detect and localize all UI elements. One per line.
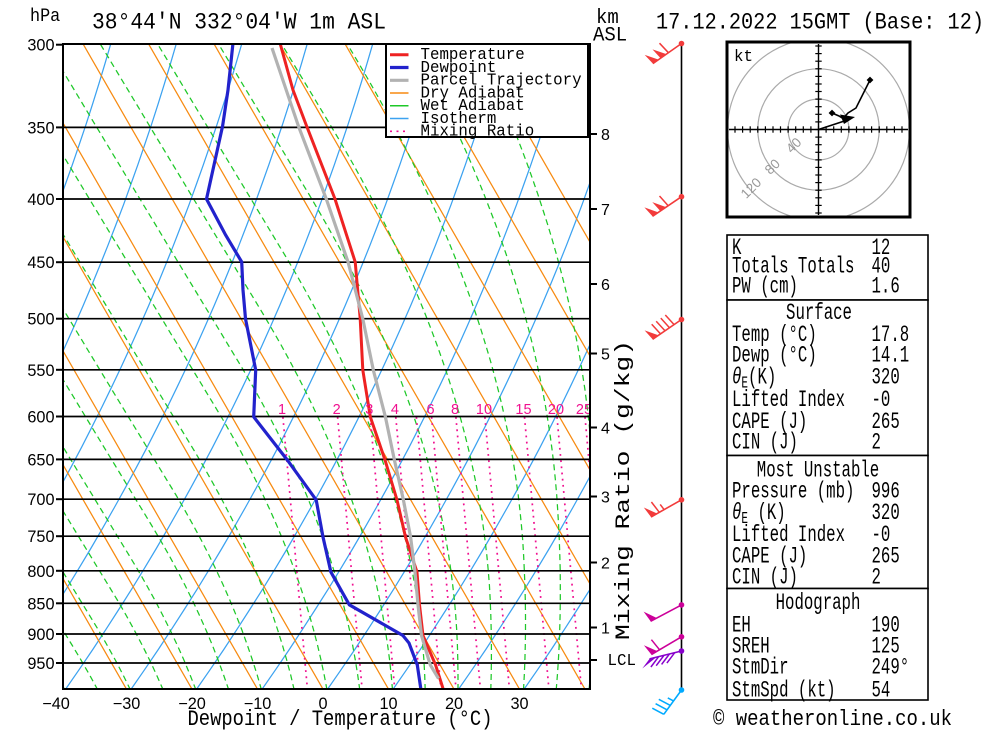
svg-text:Wet Adiabat: Wet Adiabat bbox=[421, 97, 525, 115]
svg-text:1.6: 1.6 bbox=[872, 274, 900, 301]
svg-text:Surface: Surface bbox=[786, 300, 852, 327]
svg-text:Totals Totals: Totals Totals bbox=[732, 254, 854, 281]
svg-text:800: 800 bbox=[27, 563, 54, 581]
svg-text:Mixing Ratio (g/kg): Mixing Ratio (g/kg) bbox=[613, 340, 636, 640]
svg-text:249°: 249° bbox=[872, 655, 910, 682]
svg-text:hPa: hPa bbox=[30, 6, 60, 27]
svg-text:38°44'N 332°04'W 1m ASL: 38°44'N 332°04'W 1m ASL bbox=[92, 10, 386, 37]
svg-text:320: 320 bbox=[872, 365, 900, 392]
svg-text:8: 8 bbox=[601, 127, 610, 144]
svg-text:2: 2 bbox=[333, 402, 341, 418]
svg-text:500: 500 bbox=[27, 311, 54, 329]
svg-text:320: 320 bbox=[872, 500, 900, 527]
svg-text:-0: -0 bbox=[872, 387, 891, 414]
svg-text:265: 265 bbox=[872, 544, 900, 571]
svg-text:θE(K): θE(K) bbox=[732, 365, 776, 393]
svg-text:30: 30 bbox=[510, 695, 528, 713]
svg-text:Hodograph: Hodograph bbox=[776, 590, 861, 617]
svg-text:© weatheronline.co.uk: © weatheronline.co.uk bbox=[713, 708, 952, 733]
svg-text:3: 3 bbox=[365, 402, 373, 418]
svg-text:Lifted Index: Lifted Index bbox=[732, 387, 845, 414]
svg-text:6: 6 bbox=[427, 402, 435, 418]
svg-text:17.8: 17.8 bbox=[872, 322, 910, 349]
svg-text:650: 650 bbox=[27, 451, 54, 469]
svg-text:25: 25 bbox=[576, 402, 592, 418]
svg-text:−10: −10 bbox=[244, 695, 272, 713]
svg-text:750: 750 bbox=[27, 528, 54, 546]
svg-text:StmDir: StmDir bbox=[732, 655, 788, 682]
svg-text:265: 265 bbox=[872, 409, 900, 436]
svg-text:LCL: LCL bbox=[608, 652, 636, 670]
svg-text:550: 550 bbox=[27, 362, 54, 380]
svg-text:ASL: ASL bbox=[593, 24, 627, 47]
svg-text:kt: kt bbox=[734, 48, 753, 66]
svg-text:Dewpoint / Temperature (°C): Dewpoint / Temperature (°C) bbox=[187, 708, 492, 733]
svg-text:Dewpoint: Dewpoint bbox=[421, 59, 497, 77]
svg-text:StmSpd (kt): StmSpd (kt) bbox=[732, 678, 836, 705]
svg-text:1: 1 bbox=[278, 402, 286, 418]
svg-text:−40: −40 bbox=[42, 695, 70, 713]
svg-text:125: 125 bbox=[872, 634, 900, 661]
svg-text:SREH: SREH bbox=[732, 634, 770, 661]
svg-text:2: 2 bbox=[601, 556, 610, 573]
svg-text:850: 850 bbox=[27, 595, 54, 613]
svg-text:10: 10 bbox=[476, 402, 492, 418]
svg-text:CIN (J): CIN (J) bbox=[732, 430, 798, 457]
svg-text:3: 3 bbox=[601, 490, 610, 507]
svg-text:Parcel Trajectory: Parcel Trajectory bbox=[421, 71, 582, 89]
svg-text:0: 0 bbox=[318, 695, 327, 713]
svg-text:17.12.2022 15GMT (Base: 12): 17.12.2022 15GMT (Base: 12) bbox=[656, 10, 984, 37]
svg-text:40: 40 bbox=[872, 254, 891, 281]
svg-text:15: 15 bbox=[515, 402, 531, 418]
svg-text:Temp (°C): Temp (°C) bbox=[732, 322, 817, 349]
svg-text:−30: −30 bbox=[113, 695, 141, 713]
svg-text:8: 8 bbox=[451, 402, 459, 418]
svg-text:2: 2 bbox=[872, 565, 881, 592]
svg-text:4: 4 bbox=[601, 421, 610, 438]
svg-text:Mixing Ratio: Mixing Ratio bbox=[421, 122, 535, 140]
svg-text:350: 350 bbox=[27, 119, 54, 137]
svg-text:190: 190 bbox=[872, 613, 900, 640]
svg-text:1: 1 bbox=[601, 621, 610, 638]
svg-text:5: 5 bbox=[601, 347, 610, 364]
svg-text:400: 400 bbox=[27, 191, 54, 209]
svg-text:CAPE (J): CAPE (J) bbox=[732, 544, 807, 571]
svg-text:−20: −20 bbox=[178, 695, 206, 713]
svg-text:EH: EH bbox=[732, 613, 751, 640]
svg-text:14.1: 14.1 bbox=[872, 343, 910, 370]
svg-text:km: km bbox=[596, 7, 619, 30]
svg-text:950: 950 bbox=[27, 655, 54, 673]
svg-text:CIN (J): CIN (J) bbox=[732, 565, 798, 592]
svg-text:300: 300 bbox=[27, 37, 54, 55]
svg-text:PW (cm): PW (cm) bbox=[732, 274, 798, 301]
svg-text:θE (K): θE (K) bbox=[732, 500, 786, 528]
svg-text:Dewp (°C): Dewp (°C) bbox=[732, 343, 817, 370]
svg-text:2: 2 bbox=[872, 430, 881, 457]
svg-text:Isotherm: Isotherm bbox=[421, 110, 497, 128]
svg-text:996: 996 bbox=[872, 479, 900, 506]
svg-text:600: 600 bbox=[27, 408, 54, 426]
svg-text:Most Unstable: Most Unstable bbox=[757, 458, 879, 485]
svg-text:CAPE (J): CAPE (J) bbox=[732, 409, 807, 436]
svg-text:K: K bbox=[732, 235, 741, 262]
svg-text:Lifted Index: Lifted Index bbox=[732, 522, 845, 549]
svg-text:20: 20 bbox=[548, 402, 564, 418]
svg-text:6: 6 bbox=[601, 277, 610, 294]
svg-text:Temperature: Temperature bbox=[421, 46, 525, 64]
svg-text:7: 7 bbox=[601, 202, 610, 219]
svg-text:450: 450 bbox=[27, 254, 54, 272]
svg-text:4: 4 bbox=[391, 402, 399, 418]
svg-text:Pressure (mb): Pressure (mb) bbox=[732, 479, 854, 506]
svg-text:54: 54 bbox=[872, 678, 891, 705]
svg-text:900: 900 bbox=[27, 626, 54, 644]
svg-text:Dry Adiabat: Dry Adiabat bbox=[421, 84, 525, 102]
svg-text:12: 12 bbox=[872, 235, 891, 262]
svg-text:700: 700 bbox=[27, 491, 54, 509]
svg-text:10: 10 bbox=[379, 695, 397, 713]
svg-text:20: 20 bbox=[445, 695, 463, 713]
svg-text:-0: -0 bbox=[872, 522, 891, 549]
